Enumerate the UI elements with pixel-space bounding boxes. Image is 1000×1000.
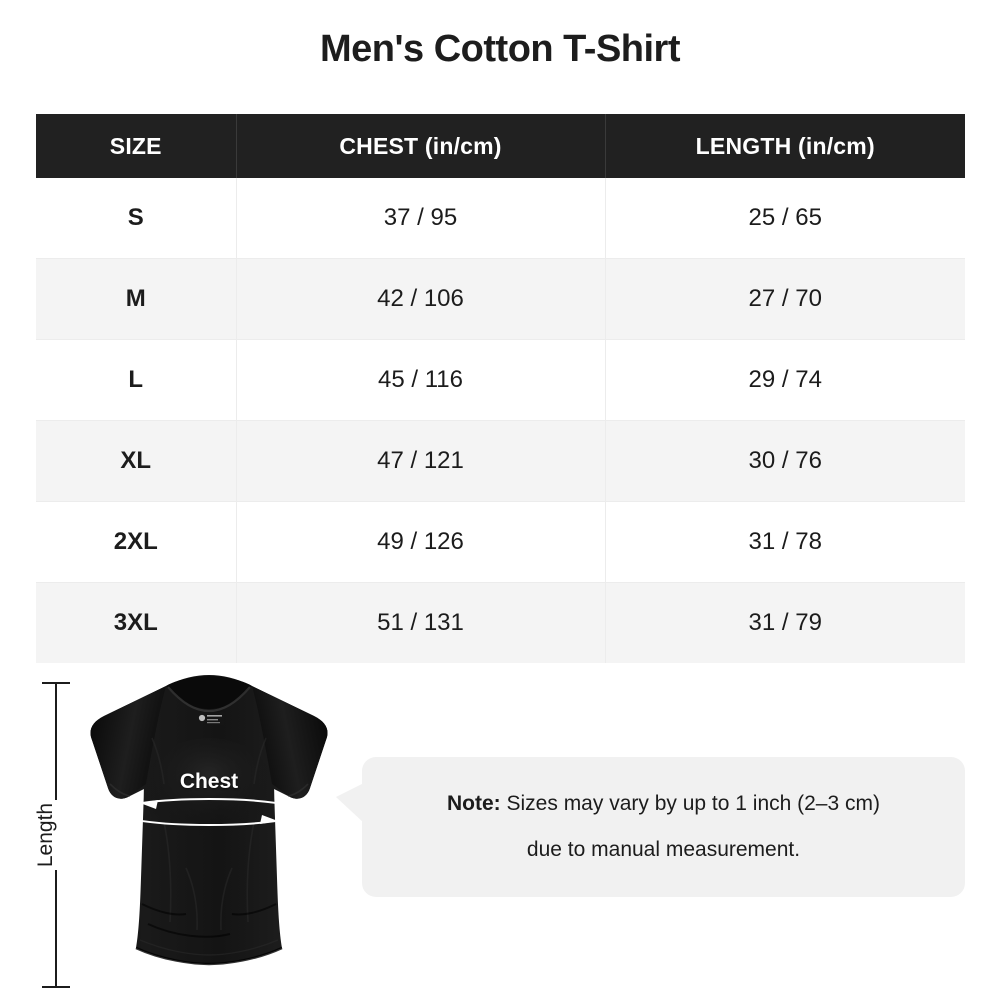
table-header: SIZE CHEST (in/cm) LENGTH (in/cm) — [36, 114, 965, 178]
note-callout: Note: Sizes may vary by up to 1 inch (2–… — [336, 757, 965, 897]
cell-length: 30 / 76 — [605, 420, 965, 502]
cell-size: M — [36, 258, 237, 340]
tshirt-illustration: Chest — [78, 672, 340, 984]
note-line-1: Note: Sizes may vary by up to 1 inch (2–… — [447, 792, 880, 816]
cell-size: 3XL — [36, 582, 237, 663]
size-chart-table: SIZE CHEST (in/cm) LENGTH (in/cm) S 37 /… — [36, 114, 965, 663]
cell-size: L — [36, 339, 237, 421]
measurement-diagram: Length — [0, 656, 1000, 1000]
table-row: S 37 / 95 25 / 65 — [36, 178, 965, 259]
cell-chest: 47 / 121 — [236, 420, 606, 502]
table-row: L 45 / 116 29 / 74 — [36, 339, 965, 421]
neck-tag-mark — [196, 712, 224, 725]
cell-length: 31 / 79 — [605, 582, 965, 663]
note-line-2: due to manual measurement. — [526, 838, 801, 861]
table-body: S 37 / 95 25 / 65 M 42 / 106 27 / 70 L 4… — [36, 178, 965, 663]
length-stem-lower — [55, 870, 57, 986]
cell-length: 27 / 70 — [605, 258, 965, 340]
length-stem-upper — [55, 684, 57, 800]
page-title: Men's Cotton T-Shirt — [320, 28, 681, 70]
column-header-chest: CHEST (in/cm) — [236, 114, 606, 178]
cell-length: 25 / 65 — [605, 178, 965, 259]
length-cap-top — [42, 682, 70, 684]
cell-chest: 51 / 131 — [236, 582, 606, 663]
cell-chest: 37 / 95 — [236, 178, 606, 259]
cell-size: XL — [36, 420, 237, 502]
length-dimension-line: Length — [34, 682, 72, 988]
column-header-size: SIZE — [36, 114, 237, 178]
table-row: XL 47 / 121 30 / 76 — [36, 420, 965, 502]
note-line-1-text: Sizes may vary by up to 1 inch (2–3 cm) — [500, 792, 880, 815]
length-label: Length — [34, 802, 57, 868]
table-row: M 42 / 106 27 / 70 — [36, 258, 965, 340]
cell-size: 2XL — [36, 501, 237, 583]
tshirt-icon — [90, 675, 328, 966]
cell-length: 29 / 74 — [605, 339, 965, 421]
table-row: 2XL 49 / 126 31 / 78 — [36, 501, 965, 583]
cell-length: 31 / 78 — [605, 501, 965, 583]
table-row: 3XL 51 / 131 31 / 79 — [36, 582, 965, 663]
cell-chest: 49 / 126 — [236, 501, 606, 583]
length-cap-bottom — [42, 986, 70, 988]
note-label: Note: — [447, 792, 501, 815]
chest-measure-arrow — [115, 798, 303, 826]
cell-size: S — [36, 178, 237, 259]
cell-chest: 42 / 106 — [236, 258, 606, 340]
note-text: Note: Sizes may vary by up to 1 inch (2–… — [362, 757, 965, 897]
column-header-length: LENGTH (in/cm) — [605, 114, 965, 178]
cell-chest: 45 / 116 — [236, 339, 606, 421]
table-header-row: SIZE CHEST (in/cm) LENGTH (in/cm) — [36, 114, 965, 178]
callout-tail — [336, 783, 364, 823]
